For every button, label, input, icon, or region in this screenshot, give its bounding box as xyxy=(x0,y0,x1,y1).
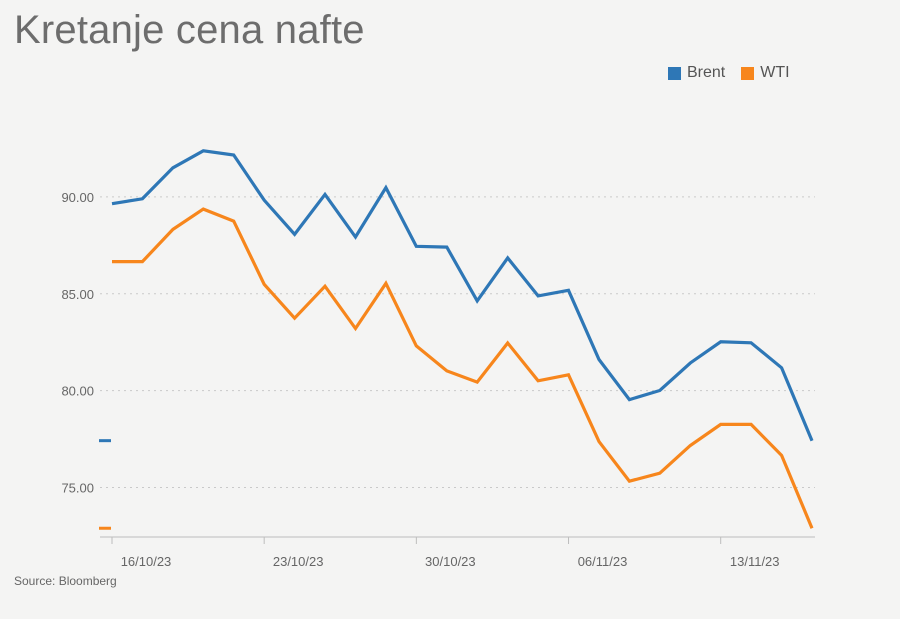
y-tick-label: 80.00 xyxy=(61,384,94,399)
legend-swatch-brent xyxy=(668,66,681,80)
legend-label-wti: WTI xyxy=(760,64,790,81)
x-tick-label: 30/10/23 xyxy=(425,554,476,569)
y-tick-label: 90.00 xyxy=(61,190,94,205)
legend: Brent WTI xyxy=(668,64,790,82)
legend-item-brent: Brent xyxy=(668,64,725,82)
y-tick-label: 75.00 xyxy=(61,481,94,496)
legend-label-brent: Brent xyxy=(687,64,726,81)
legend-swatch-wti xyxy=(741,66,755,80)
chart-title: Kretanje cena nafte xyxy=(14,8,365,52)
series-line-brent xyxy=(111,149,814,442)
series-line-wti xyxy=(112,207,814,529)
x-tick-label: 06/11/23 xyxy=(578,554,628,569)
x-tick-label: 23/10/23 xyxy=(273,554,324,569)
source-note: Source: Bloomberg xyxy=(14,574,117,588)
y-tick-label: 85.00 xyxy=(61,287,94,302)
x-tick-label: 16/10/23 xyxy=(121,554,172,569)
x-tick-label: 13/11/23 xyxy=(730,554,780,569)
legend-item-wti: WTI xyxy=(741,64,790,82)
